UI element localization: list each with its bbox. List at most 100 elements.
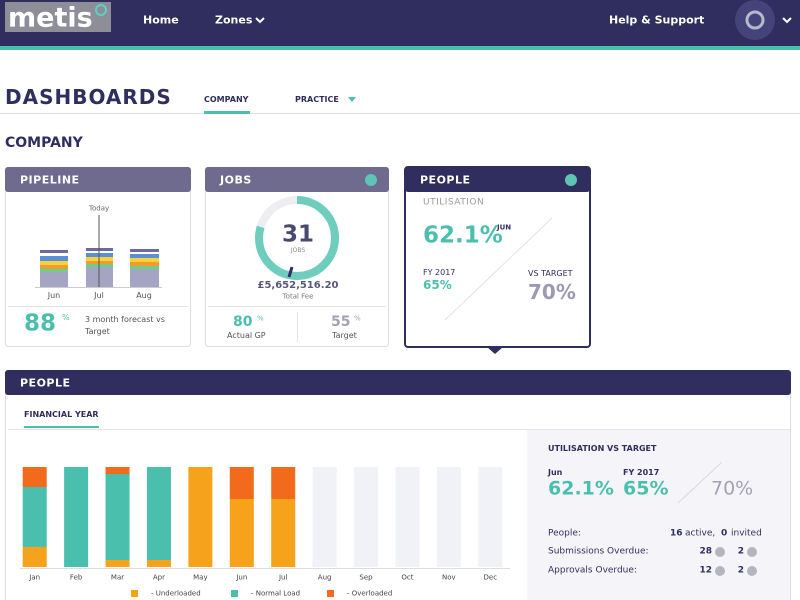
donut-marker xyxy=(287,266,294,278)
row-label: People: xyxy=(548,528,581,539)
top-accent xyxy=(0,46,800,50)
unit: % xyxy=(354,314,361,323)
panel-title: PEOPLE xyxy=(20,376,71,390)
x-tick-label: Feb xyxy=(69,573,83,582)
diagonal xyxy=(444,217,553,321)
bar-segment xyxy=(64,467,89,567)
page-title: DASHBOARDS xyxy=(5,85,172,109)
people-header xyxy=(405,167,590,192)
count: 12 xyxy=(699,565,712,576)
total-fee: £5,652,516.20 xyxy=(257,280,339,291)
nav-link[interactable]: Home xyxy=(143,13,179,27)
legend-swatch xyxy=(327,590,334,597)
jobs-label: JOBS xyxy=(290,247,306,254)
legend-label: - Underloaded xyxy=(151,589,201,598)
fy-value: 65% xyxy=(623,477,669,500)
x-tick-label: Sep xyxy=(359,573,373,582)
people-card[interactable] xyxy=(404,166,591,348)
month-label: Jun xyxy=(47,291,61,300)
unit: % xyxy=(62,313,70,322)
jun-value: 62.1% xyxy=(548,477,614,500)
bar-segment xyxy=(229,467,254,499)
card-title: PEOPLE xyxy=(420,173,471,187)
nav-link[interactable]: Zones xyxy=(215,13,253,27)
logo-box xyxy=(5,2,111,32)
bar-segment xyxy=(105,474,130,560)
utilisation: 62.1% xyxy=(423,222,503,249)
x-tick-label: Mar xyxy=(110,573,125,582)
month: JUN xyxy=(497,223,512,232)
avatar[interactable] xyxy=(735,0,775,40)
x-tick-label: May xyxy=(193,573,208,582)
count: 2 xyxy=(737,546,744,557)
fee-label: Total Fee xyxy=(282,292,314,301)
invited-label: invited xyxy=(731,528,762,539)
today-label: Today xyxy=(88,204,110,213)
zones-caret[interactable] xyxy=(255,17,265,24)
pipeline-header xyxy=(5,167,191,192)
bar-track xyxy=(436,467,461,567)
bar-segment xyxy=(105,467,130,474)
row-label: Submissions Overdue: xyxy=(548,546,649,557)
donut-arc xyxy=(255,196,339,280)
card-pointer xyxy=(487,347,503,354)
month-label: Aug xyxy=(136,291,152,300)
top-bar xyxy=(0,0,800,46)
status-dot xyxy=(365,174,377,186)
side-panel xyxy=(527,430,790,600)
bar-track xyxy=(312,467,337,567)
invited-count: 0 xyxy=(721,528,728,539)
tab[interactable]: PRACTICE xyxy=(295,95,339,104)
bar-track xyxy=(354,467,379,567)
unit: % xyxy=(257,314,264,323)
legend-swatch xyxy=(231,590,238,597)
vs-label: VS TARGET xyxy=(528,269,573,278)
bar-track xyxy=(395,467,420,567)
practice-caret[interactable] xyxy=(348,97,356,102)
vs-value: 70% xyxy=(528,280,576,304)
x-tick-label: Aug xyxy=(317,573,332,582)
active-count: 16 xyxy=(670,528,683,539)
pipeline-value: 88 xyxy=(24,310,57,337)
panel-header xyxy=(5,370,791,395)
fy-value: 65% xyxy=(423,278,452,292)
bar-segment xyxy=(22,487,47,547)
x-tick-label: Apr xyxy=(152,573,166,582)
logo[interactable]: metis xyxy=(8,2,93,34)
bar-segment xyxy=(271,499,296,567)
fy-label: FY 2017 xyxy=(623,468,660,477)
user-caret[interactable] xyxy=(782,17,792,24)
bar-segment xyxy=(146,467,171,560)
avatar-icon xyxy=(745,10,765,30)
bar-segment xyxy=(22,547,47,567)
target-value: 70% xyxy=(711,477,754,500)
legend-label: - Overloaded xyxy=(347,589,393,598)
bar-segment xyxy=(271,467,296,499)
tab[interactable]: COMPANY xyxy=(204,95,249,104)
count: 28 xyxy=(699,546,712,557)
actual-gp-label: Actual GP xyxy=(227,331,266,340)
actual-gp: 80 xyxy=(233,314,253,330)
legend-swatch xyxy=(131,590,138,597)
diagonal xyxy=(677,461,723,504)
status-dot xyxy=(565,174,577,186)
bar-segment xyxy=(188,467,213,567)
tab-underline xyxy=(204,111,250,114)
logo-mark xyxy=(95,4,107,16)
bar-segment xyxy=(146,560,171,567)
jobs-count: 31 xyxy=(281,221,315,248)
tab[interactable]: FINANCIAL YEAR xyxy=(24,410,99,419)
card-subtitle: UTILISATION xyxy=(423,197,485,208)
nav-link[interactable]: Help & Support xyxy=(609,13,705,27)
bar-segment xyxy=(22,467,47,487)
x-tick-label: Jul xyxy=(278,573,288,582)
jun-label: Jun xyxy=(548,468,563,477)
month-label: Jul xyxy=(94,291,104,300)
count: 2 xyxy=(737,565,744,576)
x-tick-label: Oct xyxy=(401,573,414,582)
card-title: JOBS xyxy=(220,173,252,187)
x-tick-label: Nov xyxy=(442,573,456,582)
bar-segment xyxy=(229,499,254,567)
